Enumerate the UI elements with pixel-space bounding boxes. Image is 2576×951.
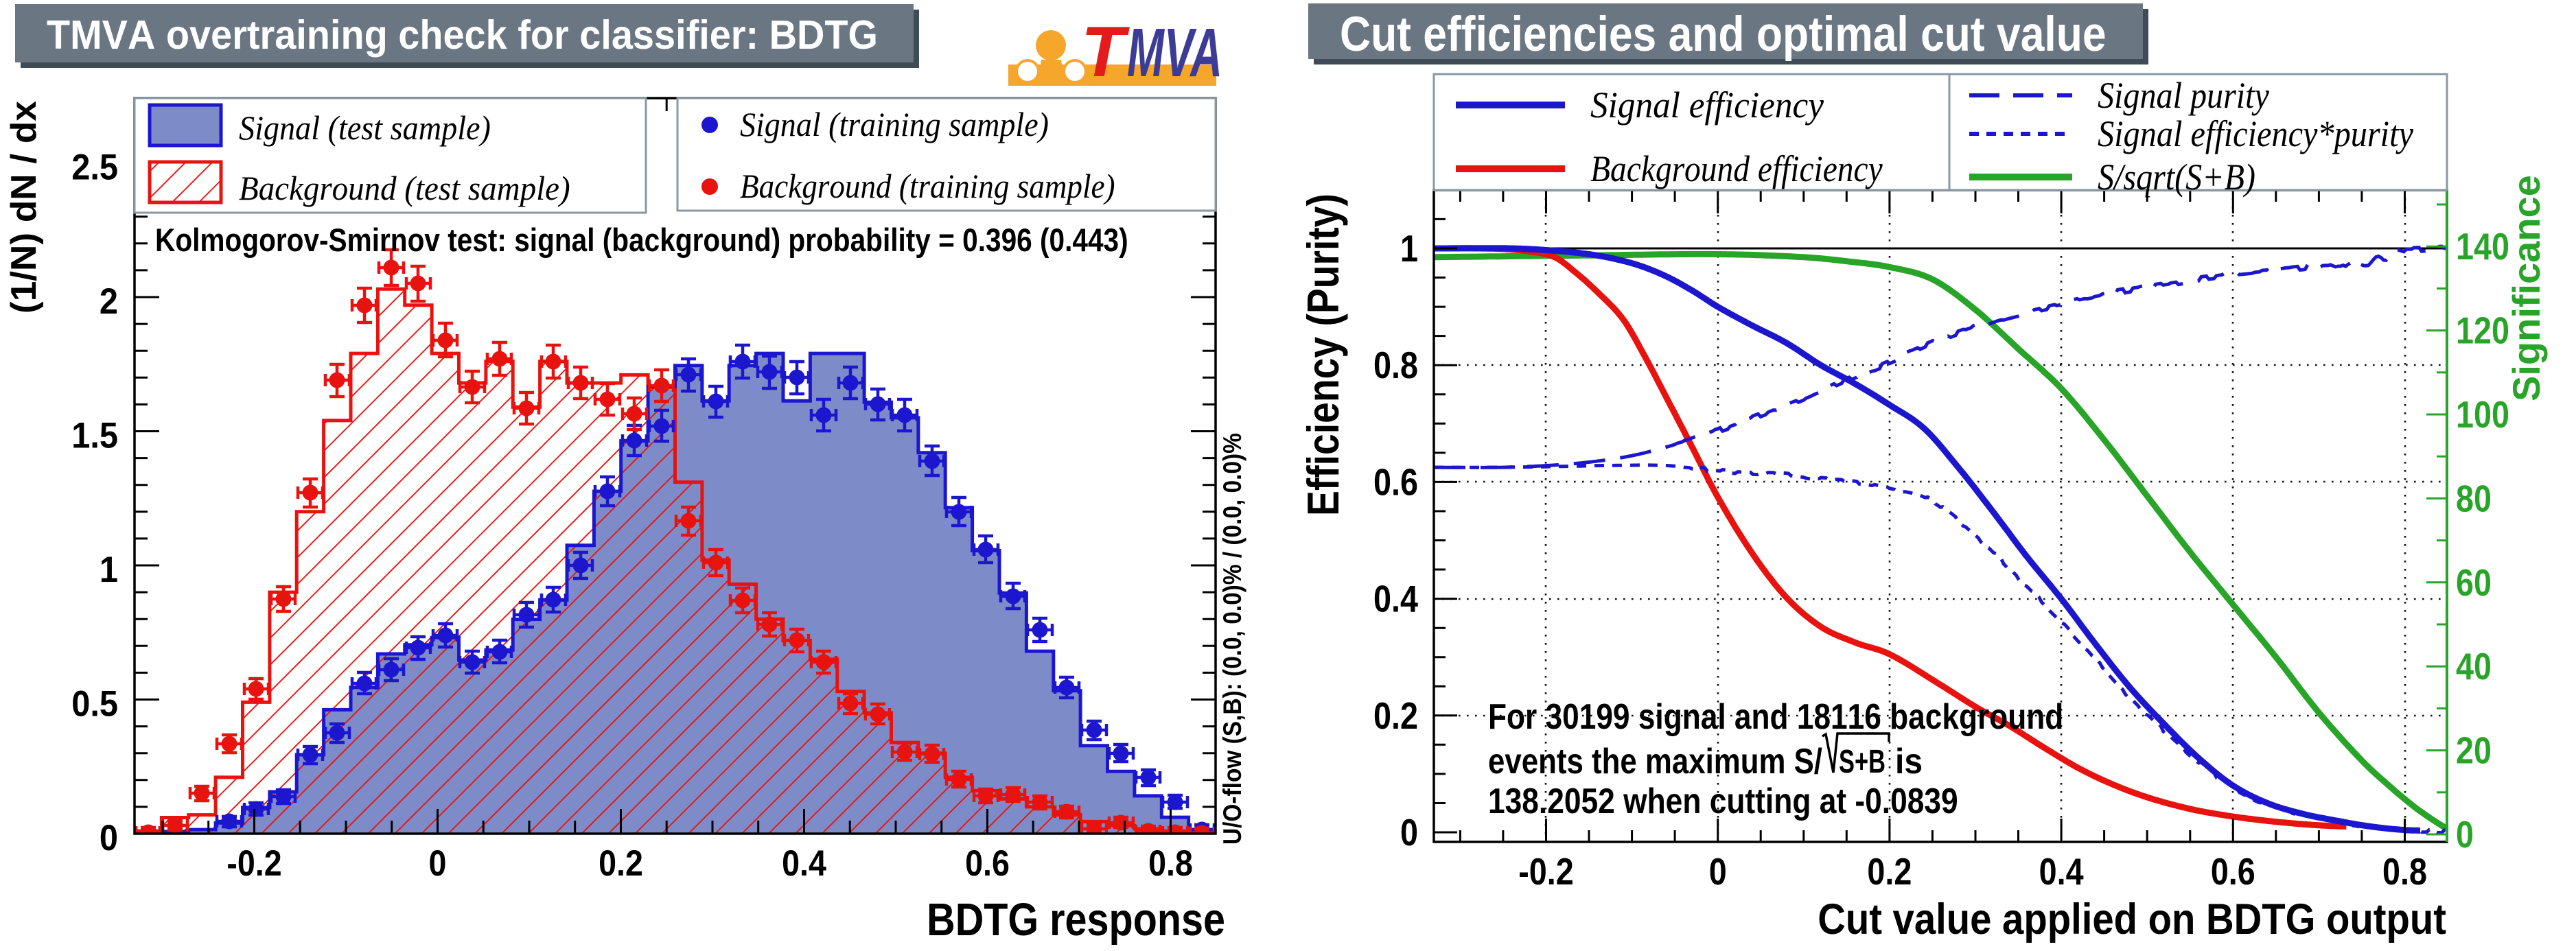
svg-text:S+B: S+B xyxy=(1839,742,1885,779)
svg-text:0.4: 0.4 xyxy=(1373,578,1419,620)
svg-text:Signal efficiency: Signal efficiency xyxy=(1590,85,1824,126)
svg-text:MVA: MVA xyxy=(1127,14,1222,91)
svg-text:Background (training sample): Background (training sample) xyxy=(740,168,1115,206)
svg-text:2: 2 xyxy=(100,281,118,321)
svg-text:Signal purity: Signal purity xyxy=(2098,75,2269,116)
svg-text:0.6: 0.6 xyxy=(2211,850,2255,892)
svg-text:T: T xyxy=(1081,12,1130,92)
svg-text:20: 20 xyxy=(2456,729,2492,771)
svg-text:80: 80 xyxy=(2456,478,2492,519)
svg-text:0.5: 0.5 xyxy=(71,683,118,724)
svg-text:0.2: 0.2 xyxy=(599,843,643,883)
svg-text:0: 0 xyxy=(2456,813,2474,855)
svg-text:0.8: 0.8 xyxy=(2382,850,2427,892)
svg-text:0: 0 xyxy=(1709,850,1727,892)
svg-text:Signal (test sample): Signal (test sample) xyxy=(239,109,491,147)
svg-text:0.4: 0.4 xyxy=(782,843,826,883)
svg-text:Background efficiency: Background efficiency xyxy=(1590,148,1883,189)
svg-text:Cut efficiencies and optimal c: Cut efficiencies and optimal cut value xyxy=(1340,7,2107,62)
svg-text:TMVA overtraining check for cl: TMVA overtraining check for classifier: … xyxy=(47,13,878,58)
svg-text:0.6: 0.6 xyxy=(965,843,1010,883)
svg-text:1: 1 xyxy=(1400,227,1418,269)
svg-text:2.5: 2.5 xyxy=(71,147,118,187)
svg-text:events the maximum S/: events the maximum S/ xyxy=(1488,741,1822,781)
svg-text:0.2: 0.2 xyxy=(1373,694,1418,736)
svg-text:120: 120 xyxy=(2456,309,2509,351)
svg-text:140: 140 xyxy=(2456,226,2509,268)
svg-text:138.2052 when cutting at -0.08: 138.2052 when cutting at -0.0839 xyxy=(1488,782,1958,821)
svg-text:Significance: Significance xyxy=(2505,175,2548,401)
svg-text:Background (test sample): Background (test sample) xyxy=(239,170,570,208)
svg-text:Cut value applied on BDTG outp: Cut value applied on BDTG output xyxy=(1818,895,2446,943)
svg-text:0: 0 xyxy=(100,817,118,858)
svg-text:U/O-flow (S,B): (0.0, 0.0)% /: U/O-flow (S,B): (0.0, 0.0)% / (0.0, 0.0)… xyxy=(1218,433,1246,845)
svg-text:Signal efficiency*purity: Signal efficiency*purity xyxy=(2098,114,2413,155)
svg-text:S/sqrt(S+B): S/sqrt(S+B) xyxy=(2098,156,2255,198)
svg-text:Efficiency (Purity): Efficiency (Purity) xyxy=(1298,193,1348,516)
svg-text:60: 60 xyxy=(2456,561,2492,603)
svg-text:Signal (training sample): Signal (training sample) xyxy=(740,106,1049,143)
svg-text:-0.2: -0.2 xyxy=(227,843,281,883)
svg-text:0.6: 0.6 xyxy=(1373,461,1418,503)
svg-text:For 30199 signal and 18116 bac: For 30199 signal and 18116 background xyxy=(1488,697,2063,737)
svg-text:40: 40 xyxy=(2456,646,2492,688)
svg-text:0.4: 0.4 xyxy=(2039,850,2085,892)
svg-text:-0.2: -0.2 xyxy=(1518,850,1574,892)
svg-text:BDTG response: BDTG response xyxy=(927,894,1225,946)
svg-text:0.2: 0.2 xyxy=(1867,850,1912,892)
svg-text:100: 100 xyxy=(2456,393,2509,435)
svg-text:0.8: 0.8 xyxy=(1373,344,1418,386)
svg-text:is: is xyxy=(1895,741,1923,781)
svg-text:1.5: 1.5 xyxy=(71,415,118,456)
svg-text:0.8: 0.8 xyxy=(1148,843,1193,883)
svg-text:(1/N) dN / dx: (1/N) dN / dx xyxy=(4,101,44,314)
svg-text:Kolmogorov-Smirnov test: signa: Kolmogorov-Smirnov test: signal (backgro… xyxy=(155,222,1128,258)
svg-text:0: 0 xyxy=(1400,811,1418,853)
svg-text:1: 1 xyxy=(100,549,118,589)
svg-text:0: 0 xyxy=(429,843,447,883)
